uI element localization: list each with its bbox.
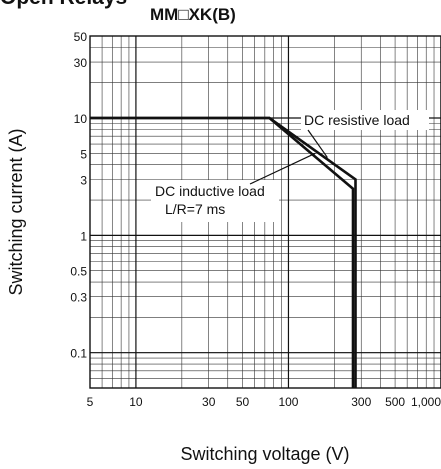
plot-frame xyxy=(89,35,441,389)
x-tick-label: 50 xyxy=(236,395,250,409)
x-tick-label: 30 xyxy=(202,395,216,409)
x-tick-label: 5 xyxy=(87,395,94,409)
y-tick-label: 10 xyxy=(74,112,88,126)
annotation-resistive-label: DC resistive load xyxy=(304,112,410,128)
y-tick-labels: 0.1 0.3 0.5 1 3 5 10 30 50 xyxy=(70,30,87,361)
y-tick-label: 30 xyxy=(74,56,88,70)
annotation-inductive-leader xyxy=(249,152,316,185)
series-line-dc-inductive xyxy=(90,116,355,388)
x-tick-label: 300 xyxy=(351,395,371,409)
annotation-inductive-label: DC inductive load xyxy=(155,183,265,199)
x-tick-labels: 5 10 30 50 100 300 500 1,000 xyxy=(87,395,441,409)
x-axis-label: Switching voltage (V) xyxy=(180,444,349,464)
chart-title: MM□XK(B) xyxy=(150,5,236,24)
annotation-resistive-bg xyxy=(301,110,429,130)
x-tick-label: 1,000 xyxy=(411,395,441,409)
page-title: Open Relays xyxy=(0,0,127,10)
y-tick-label: 0.1 xyxy=(70,347,87,361)
y-tick-label: 3 xyxy=(80,173,87,187)
x-tick-label: 100 xyxy=(278,395,298,409)
y-axis-label: Switching current (A) xyxy=(6,128,26,295)
y-tick-label: 0.5 xyxy=(70,265,87,279)
annotation-layer: DC resistive load DC inductive load L/R=7 … xyxy=(151,110,429,222)
x-tick-label: 10 xyxy=(129,395,143,409)
x-tick-label: 500 xyxy=(385,395,405,409)
y-tick-label: 0.3 xyxy=(70,291,87,305)
annotation-inductive-bg xyxy=(151,180,279,222)
y-tick-label: 5 xyxy=(80,147,87,161)
annotation-resistive-leader xyxy=(307,129,328,158)
y-tick-label: 1 xyxy=(80,229,87,243)
annotation-inductive-sublabel: L/R=7 ms xyxy=(165,201,225,217)
y-tick-label: 50 xyxy=(74,30,88,44)
series-layer xyxy=(90,116,357,388)
